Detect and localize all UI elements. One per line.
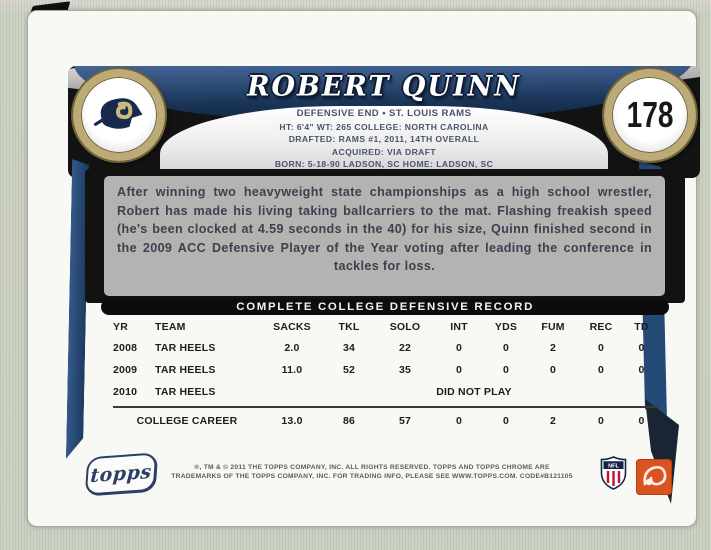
cell-td: 0 — [638, 415, 645, 427]
nfl-shield-icon: NFL — [600, 456, 627, 490]
cell-yr: 2009 — [113, 364, 138, 376]
col-header-sacks: SACKS — [273, 321, 311, 333]
col-header-yr: YR — [113, 321, 128, 333]
cell-tkl: 86 — [342, 415, 356, 427]
cell-sacks: 13.0 — [281, 415, 303, 427]
table-row-2008: 2008 TAR HEELS 2.0 34 22 0 0 2 0 0 — [113, 337, 658, 359]
table-row-career: COLLEGE CAREER 13.0 86 57 0 0 2 0 0 — [113, 410, 658, 432]
legal-line-1: ®, TM & © 2011 THE TOPPS COMPANY, INC. A… — [194, 464, 550, 471]
cell-yds: 0 — [502, 342, 510, 354]
legal-line-2: TRADEMARKS OF THE TOPPS COMPANY, INC. FO… — [171, 473, 573, 481]
table-row-2010-dnp: 2010 TAR HEELS DID NOT PLAY — [113, 381, 658, 403]
team-logo-medallion — [73, 69, 165, 161]
cell-yr: 2008 — [113, 342, 138, 354]
col-header-int: INT — [450, 321, 468, 333]
card-header: ROBERT QUINN DEFENSIVE END • ST. LOUIS R… — [68, 66, 700, 178]
vitals-line: HT: 6'4" WT: 265 COLLEGE: NORTH CAROLINA — [279, 121, 489, 132]
stats-table: YR TEAM SACKS TKL SOLO INT YDS FUM REC T… — [113, 317, 658, 432]
drafted-line: DRAFTED: RAMS #1, 2011, 14TH OVERALL — [288, 134, 480, 144]
cell-sacks: 11.0 — [281, 364, 303, 376]
cell-tkl: 34 — [342, 342, 356, 354]
cell-yr: 2010 — [113, 386, 138, 398]
bio-text: After winning two heavyweight state cham… — [117, 185, 652, 274]
cell-solo: 22 — [398, 342, 412, 354]
cell-yds: 0 — [502, 415, 510, 427]
record-title-bar: COMPLETE COLLEGE DEFENSIVE RECORD — [101, 299, 669, 315]
player-details-panel — [160, 106, 608, 178]
cell-fum: 2 — [549, 342, 557, 354]
cell-team: TAR HEELS — [155, 364, 216, 376]
cell-team: TAR HEELS — [155, 386, 216, 398]
cell-rec: 0 — [597, 342, 605, 354]
topps-logo-text: topps — [89, 460, 153, 488]
cell-solo: 57 — [398, 415, 412, 427]
table-header-row: YR TEAM SACKS TKL SOLO INT YDS FUM REC T… — [113, 317, 658, 337]
born-line: BORN: 5-18-90 LADSON, SC HOME: LADSON, S… — [274, 159, 494, 169]
col-header-fum: FUM — [541, 321, 565, 333]
card-number: 178 — [626, 94, 674, 135]
cell-rec: 0 — [597, 364, 605, 376]
table-row-2009: 2009 TAR HEELS 11.0 52 35 0 0 0 0 0 — [113, 359, 658, 381]
cell-yds: 0 — [502, 364, 510, 376]
cell-career-label: COLLEGE CAREER — [136, 415, 238, 427]
cell-rec: 0 — [597, 415, 605, 427]
cell-fum: 0 — [549, 364, 557, 376]
cell-td: 0 — [638, 364, 645, 376]
cell-tkl: 52 — [342, 364, 356, 376]
topps-logo: topps — [84, 452, 158, 496]
col-header-yds: YDS — [494, 321, 518, 333]
cell-team: TAR HEELS — [155, 342, 216, 354]
record-title: COMPLETE COLLEGE DEFENSIVE RECORD — [236, 301, 534, 313]
player-details: DEFENSIVE END • ST. LOUIS RAMS HT: 6'4" … — [188, 108, 580, 171]
legal-text: ®, TM & © 2011 THE TOPPS COMPANY, INC. A… — [163, 463, 581, 481]
trading-card-back: ROBERT QUINN DEFENSIVE END • ST. LOUIS R… — [27, 10, 700, 527]
cell-int: 0 — [455, 364, 463, 376]
rams-helmet-icon — [93, 92, 145, 139]
cell-td: 0 — [638, 342, 645, 354]
col-header-team: TEAM — [155, 321, 186, 333]
col-header-rec: REC — [589, 321, 613, 333]
card-number-medallion: 178 — [604, 69, 696, 161]
col-header-td: TD — [634, 321, 649, 333]
col-header-solo: SOLO — [389, 321, 421, 333]
bio-box: After winning two heavyweight state cham… — [104, 176, 665, 296]
player-name: ROBERT QUINN — [247, 70, 521, 103]
col-header-tkl: TKL — [338, 321, 360, 333]
cell-int: 0 — [455, 342, 463, 354]
acquired-line: ACQUIRED: VIA DRAFT — [331, 146, 437, 157]
nflpa-icon — [636, 459, 672, 495]
cell-did-not-play: DID NOT PLAY — [436, 386, 512, 398]
position-team-line: DEFENSIVE END • ST. LOUIS RAMS — [296, 108, 472, 119]
svg-text:NFL: NFL — [608, 463, 619, 469]
cell-fum: 2 — [549, 415, 557, 427]
career-separator-line — [113, 406, 658, 408]
cell-solo: 35 — [398, 364, 412, 376]
cell-int: 0 — [455, 415, 463, 427]
cell-sacks: 2.0 — [284, 342, 300, 354]
